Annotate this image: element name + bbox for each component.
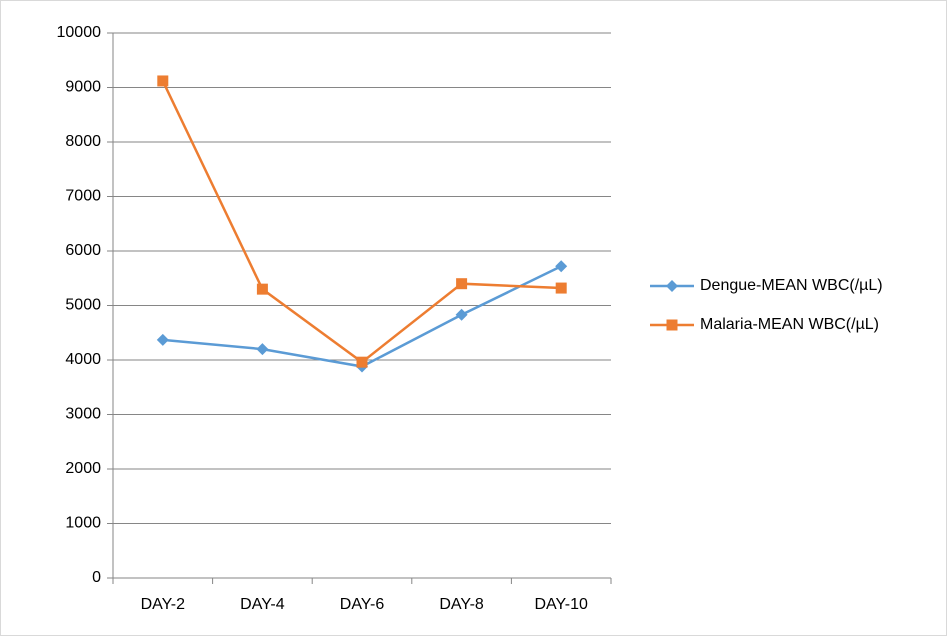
y-tick-label: 3000 xyxy=(65,406,101,423)
marker xyxy=(555,260,568,273)
y-tick-label: 2000 xyxy=(65,460,101,477)
y-tick-label: 9000 xyxy=(65,79,101,96)
marker xyxy=(456,278,468,290)
x-tick-label: DAY-4 xyxy=(240,596,285,613)
marker xyxy=(256,283,268,295)
marker xyxy=(256,343,269,356)
marker xyxy=(356,356,368,368)
legend-marker xyxy=(666,319,678,331)
y-tick-label: 0 xyxy=(92,569,101,586)
legend-label: Dengue-MEAN WBC(/µL) xyxy=(700,277,883,294)
y-tick-label: 5000 xyxy=(65,297,101,314)
legend-marker xyxy=(666,280,678,292)
y-tick-label: 6000 xyxy=(65,242,101,259)
x-tick-label: DAY-10 xyxy=(535,596,588,613)
y-tick-label: 7000 xyxy=(65,188,101,205)
x-tick-label: DAY-8 xyxy=(439,596,484,613)
y-tick-label: 4000 xyxy=(65,351,101,368)
x-tick-label: DAY-6 xyxy=(340,596,385,613)
x-tick-label: DAY-2 xyxy=(141,596,186,613)
y-tick-label: 1000 xyxy=(65,515,101,532)
marker xyxy=(157,75,169,87)
marker xyxy=(156,333,169,346)
legend-label: Malaria-MEAN WBC(/µL) xyxy=(700,316,879,333)
y-tick-label: 8000 xyxy=(65,133,101,150)
marker xyxy=(455,308,468,321)
y-tick-label: 10000 xyxy=(57,24,102,41)
marker xyxy=(555,282,567,294)
